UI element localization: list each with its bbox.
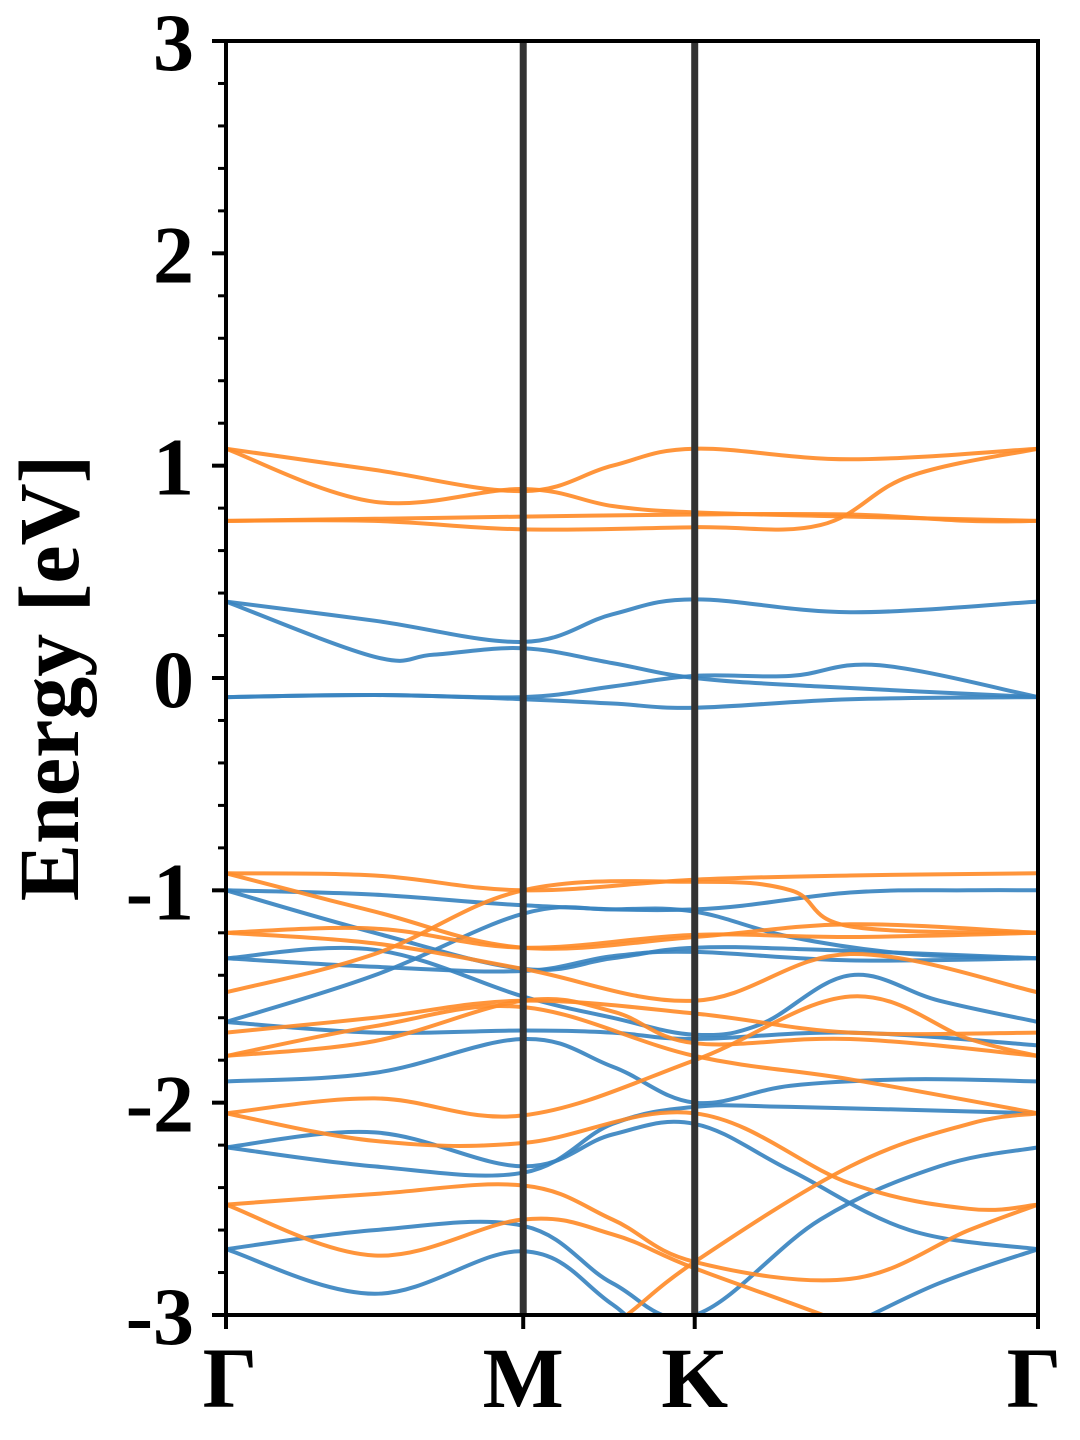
y-tick-label: 2 [153,209,194,300]
y-tick-label: 0 [153,634,194,725]
band-line-series-1-11 [226,1119,1038,1252]
band-line-series-2-2 [226,446,1038,494]
band-line-series-1-14 [226,1145,1038,1315]
band-line-series-2-3 [226,511,1038,524]
axis-labels-group: -3 -2 -1 0 1 2 3 Γ M K Γ [126,0,1062,1426]
y-tick-label: 3 [153,0,194,88]
x-tick-label: Γ [1007,1330,1062,1426]
band-line-series-2-8 [226,930,1038,1003]
band-line-series-2-9 [226,879,1038,995]
y-tick-label: -2 [126,1059,194,1150]
band-line-series-1-10 [226,1036,1038,1106]
x-tick-label: M [483,1330,564,1426]
band-line-series-2-10 [226,998,1038,1037]
band-line-series-1-6 [226,888,1038,972]
band-line-series-1-2 [226,597,1038,644]
y-tick-label: -3 [126,1271,194,1362]
band-line-series-2-14 [226,1110,1038,1212]
band-line-series-2-5 [226,871,1038,893]
band-line-series-1-8 [226,945,1038,1038]
band-line-series-2-7 [226,925,1038,950]
y-axis-label: Energy [eV] [1,455,97,902]
band-line-series-2-16 [226,1202,829,1315]
band-line-series-1-7 [226,949,1038,974]
y-tick-label: -1 [126,846,194,937]
x-tick-label: Γ [203,1330,258,1426]
band-lines-group [226,446,1038,1315]
band-line-series-2-11 [226,1004,1038,1116]
symmetry-lines-group [519,41,699,1315]
band-line-series-1-15 [226,1247,1038,1315]
band-line-series-1-1 [226,599,1038,700]
plot-frame [224,39,1040,1317]
y-tick-label: 1 [153,422,194,513]
band-line-series-2-1 [226,446,1038,523]
band-line-series-2-15 [226,1182,1038,1283]
x-tick-label: K [661,1330,728,1426]
band-line-series-1-9 [226,905,1038,1024]
band-line-series-1-4 [226,692,1038,710]
axis-ticks-group [212,39,1040,1329]
band-line-series-2-4 [226,446,1038,532]
band-line-series-2-6 [226,871,1038,951]
band-line-series-2-12 [226,997,1038,1058]
band-line-series-2-17 [623,1111,1038,1315]
band-line-series-2-13 [226,994,1038,1119]
